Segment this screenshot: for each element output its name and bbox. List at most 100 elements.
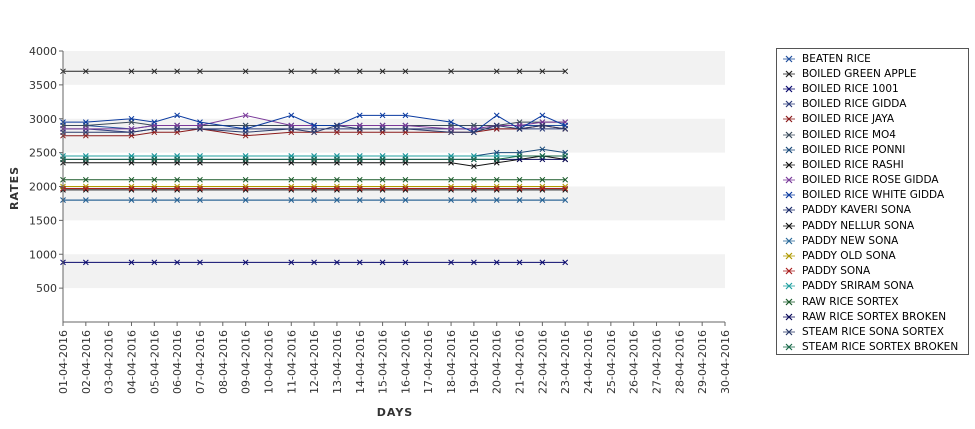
x-tick-label: 10-04-2016 [262, 330, 275, 394]
data-point [128, 129, 135, 136]
legend-label: BOILED RICE MO4 [802, 128, 896, 141]
data-point [242, 112, 249, 119]
x-tick-label: 13-04-2016 [331, 330, 344, 394]
data-point [448, 68, 454, 75]
legend-item: PADDY NEW SONA [783, 233, 968, 248]
data-point [493, 112, 500, 119]
data-point [311, 259, 317, 266]
data-point [562, 68, 569, 75]
legend-item: PADDY NELLUR SONA [783, 218, 968, 233]
data-point [197, 176, 203, 183]
x-tick-label: 16-04-2016 [399, 330, 412, 394]
x-tick-label: 25-04-2016 [605, 330, 618, 394]
data-point [334, 68, 340, 75]
data-point [448, 119, 454, 125]
data-point [402, 197, 409, 203]
data-point [288, 156, 295, 163]
data-point [471, 129, 477, 136]
legend-marker-icon [783, 100, 795, 108]
data-point [82, 197, 89, 203]
data-point [288, 126, 295, 132]
data-point [493, 176, 500, 183]
data-point [128, 197, 135, 203]
data-point [82, 156, 89, 163]
legend-label: PADDY OLD SONA [802, 250, 896, 263]
legend-marker-icon [783, 176, 795, 184]
legend-item: STEAM RICE SORTEX BROKEN [783, 340, 968, 355]
legend-label: BOILED RICE GIDDA [802, 98, 907, 111]
x-tick-label: 09-04-2016 [240, 330, 253, 394]
data-point [242, 185, 249, 192]
legend-marker-icon [783, 298, 795, 306]
legend-marker-icon [783, 222, 795, 230]
legend-item: BOILED RICE MO4 [783, 127, 968, 142]
data-point [128, 156, 135, 163]
data-point [242, 176, 249, 183]
legend-label: PADDY SRIRAM SONA [802, 280, 914, 293]
data-point [562, 259, 569, 266]
x-tick-label: 17-04-2016 [422, 330, 435, 394]
data-point [539, 176, 546, 183]
legend-marker-icon [783, 70, 795, 78]
x-tick-label: 03-04-2016 [103, 330, 116, 394]
series-19 [60, 153, 569, 163]
legend-item: BOILED RICE WHITE GIDDA [783, 188, 968, 203]
data-point [379, 156, 386, 163]
series-16 [60, 176, 569, 183]
legend-marker-icon [783, 328, 795, 336]
data-point [242, 68, 249, 75]
data-point [151, 259, 158, 266]
legend-marker-icon [783, 55, 795, 63]
data-point [128, 259, 135, 266]
legend-label: PADDY NELLUR SONA [802, 219, 915, 232]
data-point [242, 156, 249, 163]
data-point [516, 126, 523, 132]
data-point [356, 259, 363, 266]
legend-item: RAW RICE SORTEX [783, 294, 968, 309]
data-point [356, 156, 363, 163]
y-tick-label: 3500 [29, 79, 57, 92]
legend-label: STEAM RICE SONA SORTEX [802, 325, 944, 338]
data-point [311, 156, 317, 163]
data-point [197, 259, 203, 266]
x-tick-label: 27-04-2016 [651, 330, 664, 394]
data-point [402, 259, 409, 266]
data-point [197, 185, 203, 192]
data-point [242, 259, 249, 266]
y-tick-label: 4000 [29, 45, 57, 58]
data-point [151, 68, 158, 75]
legend-label: BOILED RICE ROSE GIDDA [802, 174, 939, 187]
data-point [516, 259, 523, 266]
legend-item: BOILED RICE JAYA [783, 112, 968, 127]
data-point [82, 176, 89, 183]
legend-marker-icon [783, 282, 795, 290]
legend-marker-icon [783, 267, 795, 275]
data-point [82, 185, 89, 192]
x-tick-label: 24-04-2016 [582, 330, 595, 394]
data-point [493, 122, 500, 129]
data-point [379, 259, 386, 266]
data-point [151, 176, 158, 183]
data-point [539, 185, 546, 192]
x-tick-label: 26-04-2016 [628, 330, 641, 394]
series-1 [60, 68, 569, 75]
data-point [197, 119, 203, 125]
data-point [379, 126, 386, 132]
legend-item: PADDY OLD SONA [783, 248, 968, 263]
x-tick-label: 07-04-2016 [194, 330, 207, 394]
x-tick-label: 05-04-2016 [148, 330, 161, 394]
x-tick-label: 01-04-2016 [57, 330, 70, 394]
legend-marker-icon [783, 115, 795, 123]
y-tick-label: 500 [36, 282, 57, 295]
data-point [174, 176, 180, 183]
data-point [288, 259, 295, 266]
legend-marker-icon [783, 131, 795, 138]
x-tick-label: 21-04-2016 [514, 330, 527, 394]
legend-marker-icon [783, 252, 795, 260]
legend-item: BOILED RICE ROSE GIDDA [783, 173, 968, 188]
data-point [493, 156, 500, 163]
legend-item: BOILED RICE GIDDA [783, 97, 968, 112]
data-point [311, 176, 317, 183]
data-point [471, 156, 477, 163]
plot-background-bands [63, 51, 725, 322]
